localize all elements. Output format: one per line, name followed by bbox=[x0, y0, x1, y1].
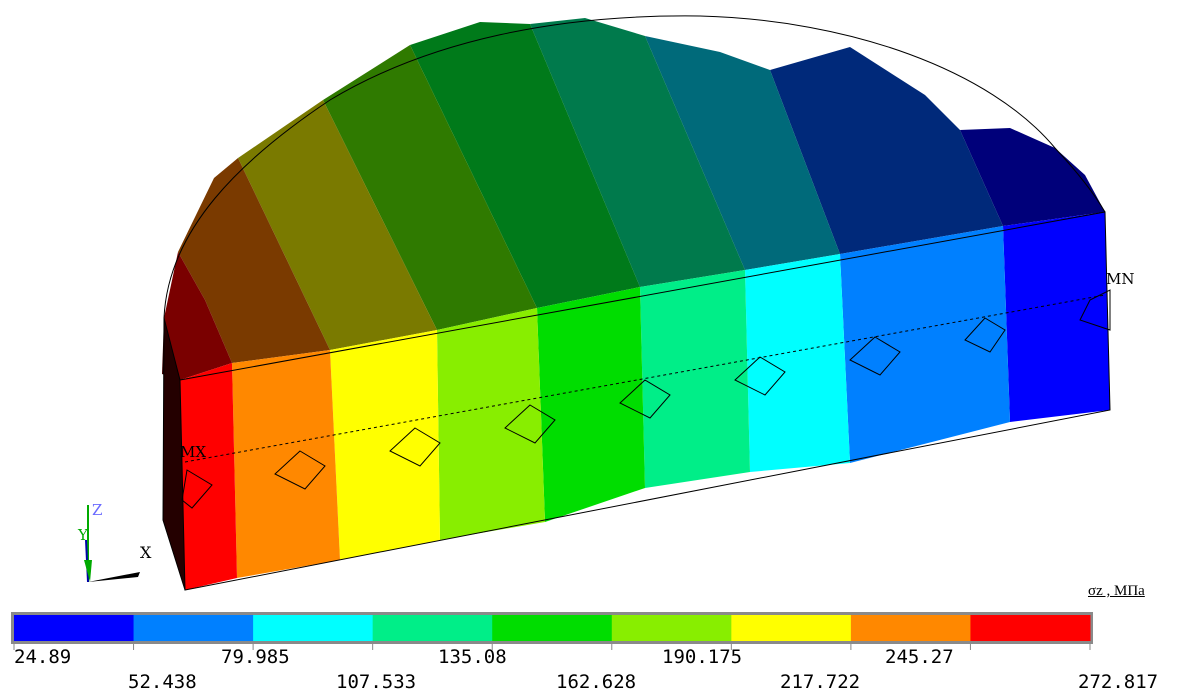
legend-tick-label: 52.438 bbox=[128, 671, 197, 693]
legend-tick-label: 135.08 bbox=[438, 646, 507, 668]
top-face bbox=[162, 18, 1105, 380]
legend-tick-label: 79.985 bbox=[221, 646, 290, 668]
triad-z-label: Z bbox=[92, 501, 103, 519]
cut-line-markers bbox=[181, 289, 1111, 509]
legend-swatch bbox=[731, 615, 852, 641]
legend-tick-label: 162.628 bbox=[556, 671, 637, 693]
left-side-face bbox=[163, 318, 185, 590]
legend-tick-label: 272.817 bbox=[1078, 671, 1159, 693]
min-marker-label: MN bbox=[1106, 270, 1135, 288]
max-marker-label: MX bbox=[180, 443, 207, 461]
legend-tick-label: 217.722 bbox=[780, 671, 861, 693]
axis-triad-icon bbox=[84, 505, 140, 583]
triad-y-label: Y bbox=[78, 526, 88, 544]
legend-swatch bbox=[970, 615, 1091, 641]
triad-x-label: X bbox=[140, 543, 152, 562]
legend-unit-label: σz , МПа bbox=[1088, 583, 1145, 599]
legend-tick-label: 245.27 bbox=[885, 646, 954, 668]
color-legend-bar bbox=[11, 612, 1093, 650]
legend-swatch bbox=[14, 615, 135, 641]
legend-swatch bbox=[611, 615, 732, 641]
outline bbox=[162, 15, 1111, 591]
legend-tick-label: 190.175 bbox=[662, 646, 743, 668]
legend-swatch bbox=[253, 615, 374, 641]
legend-swatch bbox=[850, 615, 971, 641]
legend-swatch bbox=[133, 615, 254, 641]
front-face bbox=[180, 212, 1110, 590]
legend-tick-label: 24.89 bbox=[14, 646, 72, 668]
legend-swatch bbox=[372, 615, 493, 641]
legend-tick-label: 107.533 bbox=[336, 671, 417, 693]
legend-swatch bbox=[492, 615, 613, 641]
